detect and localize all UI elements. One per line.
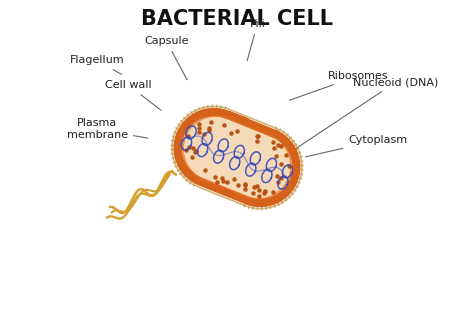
Point bbox=[285, 164, 292, 169]
Text: Plasma
membrane: Plasma membrane bbox=[67, 118, 148, 140]
Text: Flagellum: Flagellum bbox=[70, 55, 125, 75]
Point bbox=[250, 184, 258, 189]
Text: Cell wall: Cell wall bbox=[106, 80, 161, 110]
Point bbox=[253, 138, 261, 143]
Text: Capsule: Capsule bbox=[144, 36, 189, 80]
Point bbox=[207, 120, 215, 125]
Point bbox=[269, 140, 277, 145]
Point bbox=[188, 155, 196, 160]
Point bbox=[185, 145, 192, 150]
Point bbox=[182, 147, 190, 152]
Point bbox=[241, 183, 249, 188]
Point bbox=[231, 176, 238, 181]
Point bbox=[241, 186, 249, 192]
Point bbox=[201, 167, 209, 172]
Point bbox=[274, 180, 282, 185]
Text: Ribosomes: Ribosomes bbox=[290, 71, 389, 100]
Polygon shape bbox=[178, 112, 296, 203]
Text: Pili: Pili bbox=[247, 19, 265, 61]
Point bbox=[205, 125, 213, 130]
Point bbox=[282, 152, 290, 158]
Point bbox=[195, 126, 203, 131]
Point bbox=[269, 189, 276, 194]
Point bbox=[191, 149, 199, 154]
Point bbox=[262, 188, 269, 193]
Point bbox=[253, 134, 260, 139]
Point bbox=[213, 180, 220, 185]
Point bbox=[219, 179, 227, 184]
Point bbox=[234, 182, 241, 187]
Point bbox=[191, 149, 199, 154]
Point bbox=[219, 175, 226, 180]
Point bbox=[224, 179, 231, 184]
Point bbox=[189, 146, 197, 151]
Point bbox=[277, 175, 284, 180]
Point bbox=[278, 144, 285, 149]
Point bbox=[255, 194, 263, 199]
Point bbox=[273, 174, 281, 179]
Point bbox=[227, 130, 235, 135]
Point bbox=[270, 146, 277, 151]
Point bbox=[255, 187, 263, 192]
Point bbox=[253, 184, 261, 189]
Point bbox=[211, 175, 219, 180]
Point bbox=[234, 128, 241, 133]
Point bbox=[200, 131, 208, 136]
Point bbox=[249, 191, 257, 196]
Point bbox=[241, 182, 249, 187]
Point bbox=[195, 130, 202, 135]
Point bbox=[184, 134, 191, 139]
Point bbox=[254, 134, 262, 139]
Point bbox=[220, 123, 228, 128]
Text: BACTERIAL CELL: BACTERIAL CELL bbox=[141, 9, 333, 29]
Point bbox=[274, 143, 282, 148]
Point bbox=[260, 190, 268, 195]
Point bbox=[205, 128, 213, 133]
Text: Nucleoid (DNA): Nucleoid (DNA) bbox=[290, 77, 438, 153]
Point bbox=[273, 154, 280, 159]
Text: Cytoplasm: Cytoplasm bbox=[306, 135, 408, 157]
Point bbox=[278, 161, 285, 166]
Point bbox=[195, 121, 203, 126]
